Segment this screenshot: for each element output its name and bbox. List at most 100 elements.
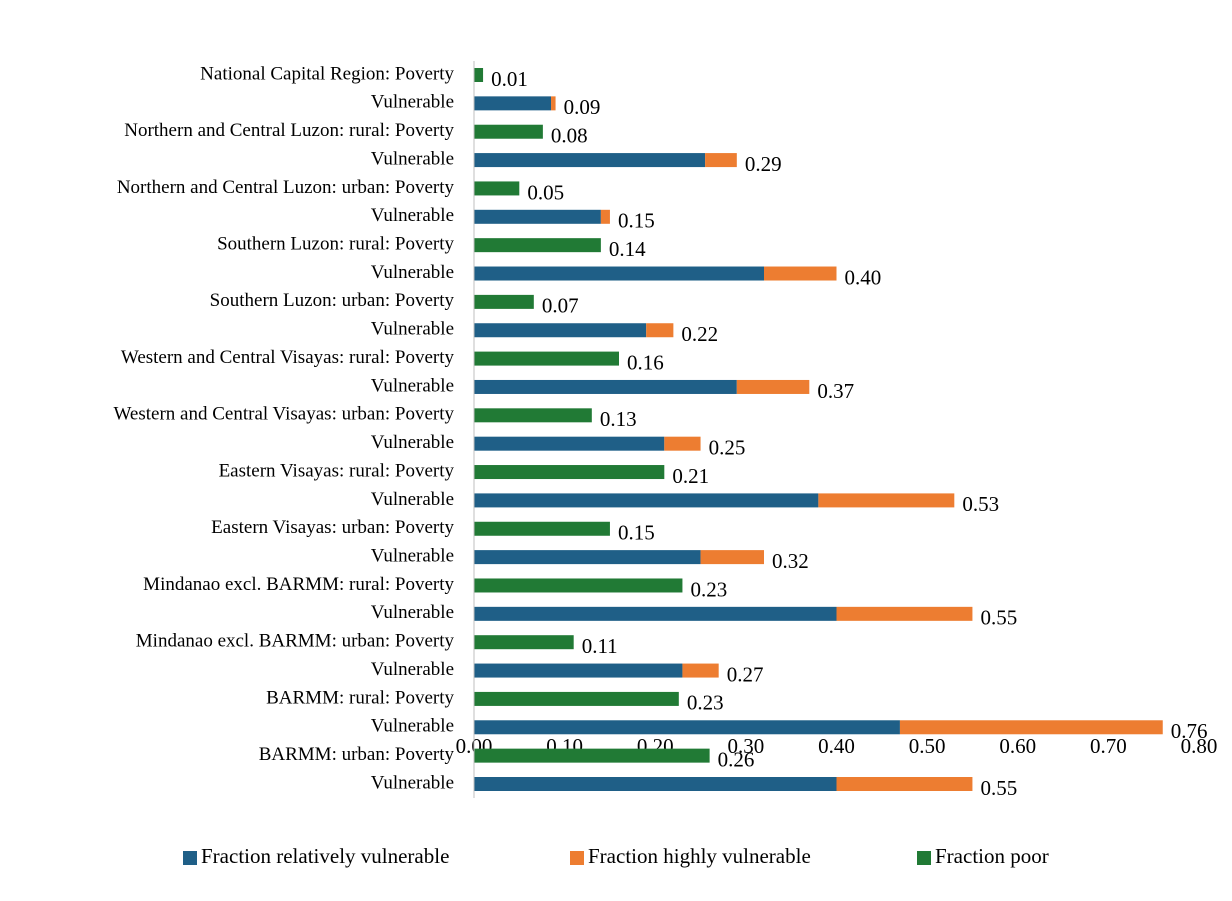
y-tick-label: Mindanao excl. BARMM: urban: Poverty [136,631,455,652]
data-label: 0.29 [745,152,782,176]
y-tick-label: Northern and Central Luzon: urban: Pover… [117,177,455,198]
bar-segment [899,720,1163,735]
data-label: 0.21 [672,464,709,488]
legend-label: Fraction highly vulnerable [588,844,811,868]
bar-segment [551,96,556,111]
bar-segment [474,96,552,111]
bar-segment [764,266,837,281]
y-tick-label: Eastern Visayas: urban: Poverty [211,517,454,538]
y-tick-label: Vulnerable [371,92,454,113]
bar-segment [474,493,819,508]
y-tick-label: BARMM: urban: Poverty [259,744,455,765]
bar-segment [818,493,955,508]
y-tick-label: Vulnerable [371,545,454,566]
data-label: 0.76 [1171,719,1208,743]
legend-swatch [183,851,197,865]
y-tick-label: Southern Luzon: rural: Poverty [217,234,454,255]
bar-segment [474,436,665,451]
bar-segment [474,68,484,82]
y-tick-label: Vulnerable [371,205,454,226]
bar-segment [474,635,574,650]
bar-segment [474,521,610,536]
bar-segment [474,351,619,366]
data-label: 0.23 [690,577,727,601]
bar-segment [836,777,973,791]
y-tick-label: BARMM: rural: Poverty [266,687,454,708]
bar-segment [474,777,837,791]
bar-segment [700,550,764,565]
bar-segment [474,465,665,480]
x-tick-label: 0.70 [1090,734,1127,758]
bar-segment [474,294,534,309]
y-tick-label: Vulnerable [371,716,454,737]
x-tick-label: 0.60 [999,734,1036,758]
data-label: 0.55 [980,776,1017,800]
bar-segment [474,153,706,168]
data-label: 0.01 [491,67,528,91]
data-label: 0.27 [727,662,764,686]
bar-segment [682,663,719,678]
data-label: 0.53 [962,492,999,516]
bar-segment [474,663,683,678]
x-tick-label: 0.80 [1181,734,1218,758]
data-label: 0.25 [709,435,746,459]
legend-swatch [570,851,584,865]
y-tick-label: National Capital Region: Poverty [200,63,454,84]
data-label: 0.05 [527,180,564,204]
data-label: 0.15 [618,521,655,545]
y-tick-label: Vulnerable [371,432,454,453]
data-label: 0.37 [817,379,854,403]
x-tick-label: 0.40 [818,734,855,758]
data-label: 0.22 [681,322,718,346]
y-tick-label: Mindanao excl. BARMM: rural: Poverty [143,574,454,595]
y-tick-label: Vulnerable [371,772,454,793]
y-tick-label: Vulnerable [371,659,454,680]
data-label: 0.26 [718,747,755,771]
y-tick-label: Western and Central Visayas: rural: Pove… [121,347,455,368]
bar-segment [736,379,810,394]
legend-label: Fraction relatively vulnerable [201,844,449,868]
bar-segment [474,181,520,196]
y-tick-label: Vulnerable [371,262,454,283]
bar-segment [664,436,701,451]
data-label: 0.11 [582,634,618,658]
data-label: 0.40 [845,265,882,289]
y-tick-label: Southern Luzon: urban: Poverty [210,290,455,311]
bar-segment [474,209,601,224]
bar-segment [474,266,764,281]
data-label: 0.23 [687,691,724,715]
y-tick-label: Northern and Central Luzon: rural: Pover… [124,120,454,141]
bar-segment [474,606,837,621]
data-label: 0.32 [772,549,809,573]
bar-segment [600,209,610,224]
y-tick-label: Western and Central Visayas: urban: Pove… [114,404,455,425]
data-label: 0.14 [609,237,646,261]
bar-segment [474,720,900,735]
bar-segment [474,550,701,565]
bar-segment [474,578,683,593]
bar-segment [474,691,679,706]
y-tick-label: Vulnerable [371,319,454,340]
x-tick-label: 0.30 [728,734,765,758]
y-tick-label: Vulnerable [371,602,454,623]
bar-segment [474,323,647,338]
x-tick-label: 0.50 [909,734,946,758]
y-tick-label: Vulnerable [371,148,454,169]
bar-segment [646,323,674,338]
bar-segment [474,408,592,423]
bar-segment [836,606,973,621]
bar-segment [705,153,737,168]
bar-segment [474,379,737,394]
data-label: 0.16 [627,350,664,374]
data-label: 0.15 [618,209,655,233]
data-label: 0.08 [551,124,588,148]
data-label: 0.13 [600,407,637,431]
bar-segment [474,748,710,763]
legend-swatch [917,851,931,865]
data-label: 0.07 [542,294,579,318]
legend-label: Fraction poor [935,844,1049,868]
data-label: 0.09 [564,95,601,119]
bar-segment [474,124,543,139]
y-tick-label: Vulnerable [371,489,454,510]
